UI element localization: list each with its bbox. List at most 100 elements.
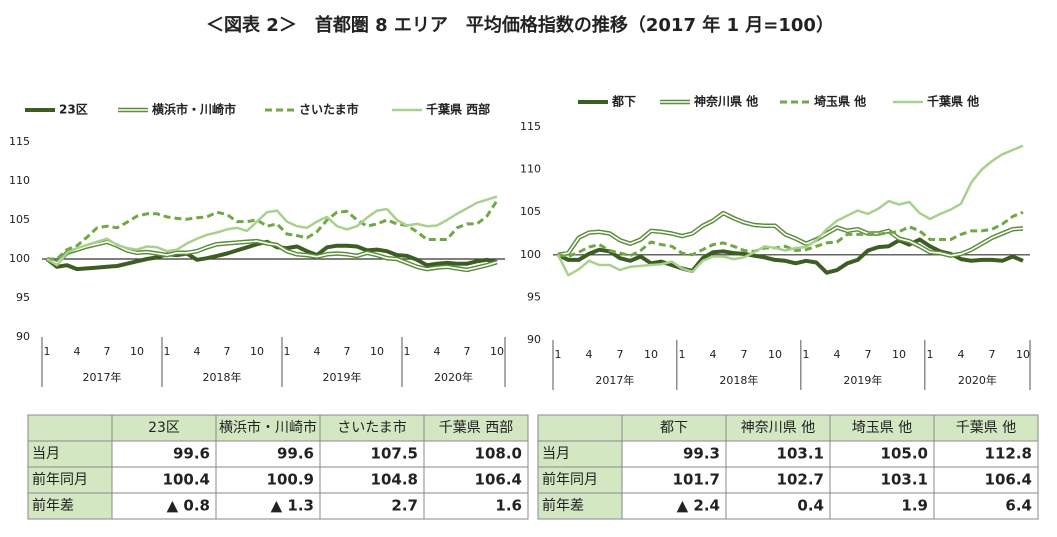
table-value: 99.3: [683, 445, 720, 463]
row-label: 当月: [542, 446, 570, 462]
row-label: 前年同月: [542, 471, 598, 488]
table-cell: [725, 414, 831, 442]
y-tick-label: 110: [520, 163, 541, 176]
table-value: 99.6: [277, 445, 314, 463]
table-header: 千葉県 他: [956, 420, 1016, 436]
x-tick-label: 10: [370, 345, 384, 358]
y-tick-label: 105: [520, 205, 541, 218]
x-tick-label: 7: [464, 345, 471, 358]
table-cell: [111, 414, 217, 442]
y-tick-label: 95: [527, 290, 541, 303]
row-label: 前年差: [542, 497, 584, 514]
row-label: 前年同月: [32, 471, 88, 488]
x-tick-label: 7: [865, 348, 872, 361]
y-tick-label: 115: [520, 120, 541, 133]
series-line: [46, 195, 498, 267]
legend-label: 埼玉県 他: [814, 94, 866, 109]
year-label: 2018年: [719, 373, 758, 387]
year-label: 2017年: [595, 373, 634, 387]
table-value: 2.7: [391, 497, 418, 515]
x-tick-label: 4: [314, 345, 321, 358]
table-header: 横浜市・川崎市: [219, 419, 317, 436]
y-tick-label: 100: [9, 252, 30, 265]
x-tick-label: 7: [989, 348, 996, 361]
table-cell: [319, 492, 425, 520]
series-line: [557, 210, 1024, 258]
table-cell: [537, 440, 623, 468]
row-label: 前年差: [32, 497, 74, 514]
table-cell: [621, 466, 727, 494]
table-value: 99.6: [173, 445, 210, 463]
x-tick-label: 4: [194, 345, 201, 358]
y-tick-label: 90: [527, 333, 541, 346]
x-tick-label: 4: [710, 348, 717, 361]
row-label: 当月: [32, 446, 60, 462]
x-tick-label: 10: [892, 348, 906, 361]
table-cell: [319, 414, 425, 442]
x-tick-label: 1: [555, 348, 562, 361]
table-header: 23区: [148, 420, 180, 436]
table-value: 6.4: [1005, 497, 1032, 515]
year-label: 2020年: [958, 373, 997, 387]
table-cell: [27, 466, 113, 494]
table-value: 108.0: [475, 445, 522, 463]
legend-label: 神奈川県 他: [694, 94, 758, 109]
y-tick-label: 110: [9, 174, 30, 187]
x-tick-label: 1: [164, 345, 171, 358]
x-tick-label: 4: [958, 348, 965, 361]
table-cell: [725, 492, 831, 520]
table-cell: [829, 414, 935, 442]
year-label: 2019年: [323, 370, 362, 384]
table-value: 103.1: [777, 445, 824, 463]
table-value: 106.4: [985, 471, 1032, 489]
table-cell: [829, 492, 935, 520]
year-label: 2017年: [83, 370, 122, 384]
table-value: 105.0: [881, 445, 928, 463]
series-line: [556, 144, 1024, 277]
table-header: 埼玉県 他: [852, 420, 912, 436]
table-header: 神奈川県 他: [741, 420, 815, 436]
table-cell: [215, 414, 321, 442]
table-header: 千葉県 西部: [439, 420, 513, 436]
page-title: ＜図表 2＞ 首都圏 8 エリア 平均価格指数の推移（2017 年 1 月=10…: [206, 14, 834, 36]
table-cell: [423, 440, 529, 468]
series-line-inner: [46, 240, 498, 271]
legend-label: 千葉県 他: [927, 94, 979, 109]
x-tick-label: 1: [44, 345, 51, 358]
table-value: ▲ 2.4: [677, 497, 720, 515]
x-tick-label: 10: [1016, 348, 1030, 361]
table-cell: [537, 492, 623, 520]
x-tick-label: 10: [644, 348, 658, 361]
table-cell: [621, 414, 727, 442]
table-cell: [27, 414, 113, 442]
table-header: さいたま市: [337, 419, 407, 436]
table-cell: [111, 440, 217, 468]
table-cell: [215, 492, 321, 520]
y-tick-label: 90: [16, 330, 30, 343]
table-value: 1.9: [901, 497, 928, 515]
table-value: 100.9: [267, 471, 314, 489]
table-cell: [215, 466, 321, 494]
x-tick-label: 10: [490, 345, 504, 358]
table-cell: [829, 440, 935, 468]
x-tick-label: 1: [679, 348, 686, 361]
table-value: 1.6: [495, 497, 522, 515]
x-tick-label: 7: [344, 345, 351, 358]
table-cell: [319, 466, 425, 494]
table-value: 104.8: [371, 471, 418, 489]
x-tick-label: 4: [434, 345, 441, 358]
legend-label: 23区: [59, 103, 88, 117]
table-cell: [933, 466, 1039, 494]
table-cell: [933, 440, 1039, 468]
table-cell: [621, 492, 727, 520]
series-line: [47, 199, 499, 261]
x-tick-label: 10: [250, 345, 264, 358]
x-tick-label: 7: [617, 348, 624, 361]
x-tick-label: 7: [104, 345, 111, 358]
table-value: ▲ 0.8: [167, 497, 210, 515]
series-line-inner: [557, 212, 1024, 257]
table-header: 都下: [660, 420, 688, 436]
legend-label: さいたま市: [299, 102, 359, 117]
table-value: 101.7: [673, 471, 720, 489]
